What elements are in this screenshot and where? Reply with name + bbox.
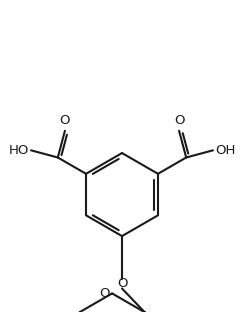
Text: O: O xyxy=(60,114,70,127)
Text: OH: OH xyxy=(215,144,235,157)
Text: HO: HO xyxy=(9,144,29,157)
Text: O: O xyxy=(117,277,127,290)
Text: O: O xyxy=(174,114,184,127)
Text: O: O xyxy=(100,287,110,300)
